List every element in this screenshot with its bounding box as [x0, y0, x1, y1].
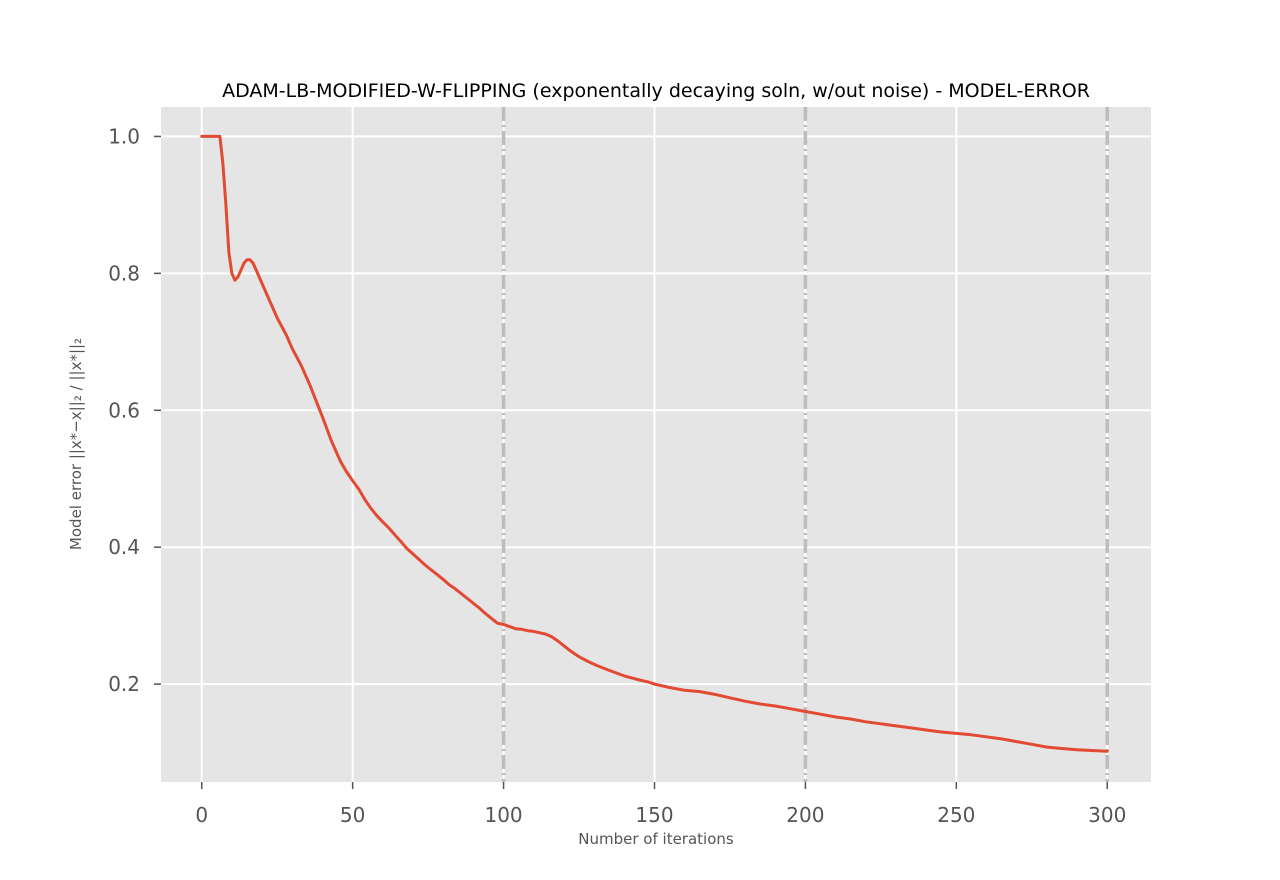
vertical-markers — [501, 107, 1109, 782]
plot-background — [161, 107, 1151, 782]
y-tick-label: 0.6 — [108, 398, 140, 422]
x-tick-label: 150 — [635, 803, 673, 827]
x-tick-label: 100 — [484, 803, 522, 827]
y-tick-label: 0.2 — [108, 672, 140, 696]
x-axis-ticks: 0 50 100 150 200 250 300 — [195, 782, 1126, 827]
x-axis-label: Number of iterations — [578, 830, 734, 848]
y-tick-label: 0.8 — [108, 261, 140, 285]
y-tick-label: 1.0 — [108, 124, 140, 148]
y-tick-label: 0.4 — [108, 535, 140, 559]
series-line — [200, 134, 1109, 753]
x-tick-label: 250 — [937, 803, 975, 827]
chart-title: ADAM-LB-MODIFIED-W-FLIPPING (exponentall… — [222, 80, 1090, 102]
x-tick-label: 300 — [1088, 803, 1126, 827]
y-axis-label: Model error ||x*−x||₂ / ||x*||₂ — [67, 338, 85, 550]
y-axis-label-text: Model error ||x*−x||₂ / ||x*||₂ — [67, 338, 85, 550]
x-tick-label: 0 — [195, 803, 208, 827]
x-tick-label: 200 — [786, 803, 824, 827]
x-tick-label: 50 — [340, 803, 365, 827]
series-group — [200, 134, 1109, 753]
y-axis-ticks: 0.2 0.4 0.6 0.8 1.0 — [108, 124, 161, 696]
